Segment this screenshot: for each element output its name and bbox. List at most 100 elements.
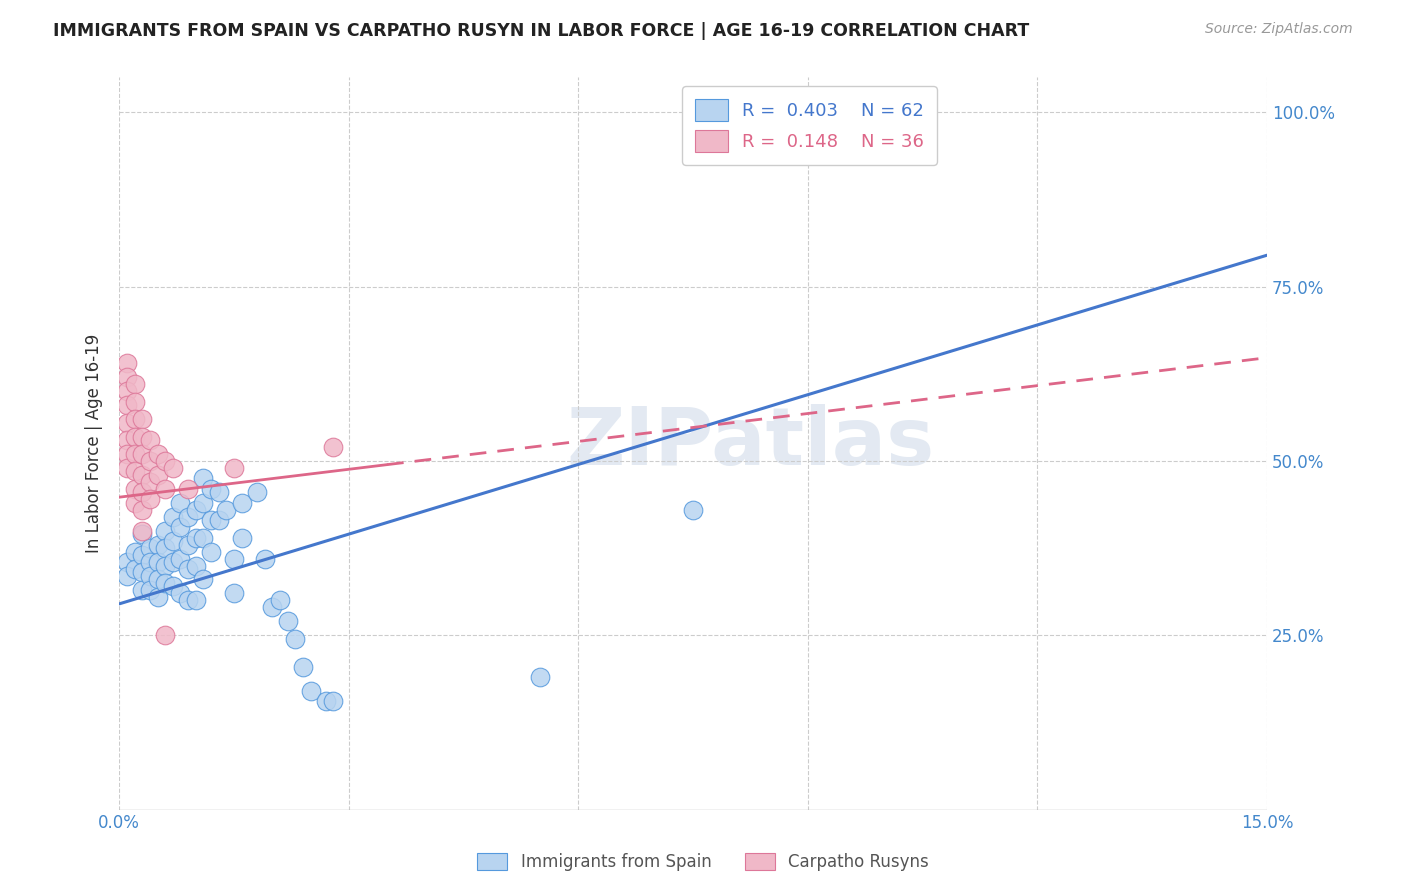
Point bbox=[153, 558, 176, 573]
Point bbox=[139, 569, 162, 583]
Point bbox=[529, 670, 551, 684]
Point bbox=[291, 659, 314, 673]
Point bbox=[208, 513, 231, 527]
Point bbox=[682, 502, 704, 516]
Point bbox=[153, 482, 176, 496]
Point bbox=[115, 384, 138, 399]
Text: Source: ZipAtlas.com: Source: ZipAtlas.com bbox=[1205, 22, 1353, 37]
Point bbox=[200, 482, 222, 496]
Point bbox=[124, 447, 146, 461]
Legend: Immigrants from Spain, Carpatho Rusyns: Immigrants from Spain, Carpatho Rusyns bbox=[470, 845, 936, 880]
Point bbox=[153, 524, 176, 538]
Point bbox=[177, 593, 200, 607]
Point bbox=[115, 370, 138, 384]
Point bbox=[184, 558, 207, 573]
Point bbox=[131, 527, 153, 541]
Point bbox=[115, 356, 138, 370]
Point bbox=[322, 694, 344, 708]
Point bbox=[169, 586, 191, 600]
Point bbox=[139, 475, 162, 489]
Point bbox=[124, 482, 146, 496]
Point bbox=[222, 586, 245, 600]
Point bbox=[115, 416, 138, 430]
Point bbox=[146, 467, 169, 482]
Point bbox=[131, 485, 153, 500]
Point bbox=[177, 509, 200, 524]
Point bbox=[115, 398, 138, 412]
Point bbox=[222, 461, 245, 475]
Point bbox=[146, 590, 169, 604]
Point bbox=[139, 492, 162, 507]
Point bbox=[262, 600, 284, 615]
Point bbox=[193, 496, 215, 510]
Point bbox=[162, 461, 184, 475]
Point bbox=[193, 471, 215, 485]
Point bbox=[215, 502, 238, 516]
Point bbox=[115, 447, 138, 461]
Point bbox=[162, 579, 184, 593]
Point bbox=[269, 593, 291, 607]
Point bbox=[146, 538, 169, 552]
Point bbox=[184, 593, 207, 607]
Point bbox=[222, 551, 245, 566]
Point bbox=[184, 502, 207, 516]
Point bbox=[124, 394, 146, 409]
Point bbox=[153, 541, 176, 555]
Legend: R =  0.403    N = 62, R =  0.148    N = 36: R = 0.403 N = 62, R = 0.148 N = 36 bbox=[682, 87, 936, 165]
Point bbox=[153, 454, 176, 468]
Point bbox=[124, 544, 146, 558]
Text: ZIPatlas: ZIPatlas bbox=[567, 404, 935, 483]
Point bbox=[131, 429, 153, 443]
Point bbox=[131, 502, 153, 516]
Point bbox=[115, 433, 138, 447]
Point bbox=[200, 544, 222, 558]
Point bbox=[162, 509, 184, 524]
Point bbox=[124, 412, 146, 426]
Point bbox=[131, 566, 153, 580]
Point bbox=[277, 615, 299, 629]
Point bbox=[184, 531, 207, 545]
Point bbox=[177, 482, 200, 496]
Point bbox=[115, 555, 138, 569]
Point bbox=[131, 447, 153, 461]
Point bbox=[146, 447, 169, 461]
Point bbox=[231, 496, 253, 510]
Point bbox=[231, 531, 253, 545]
Y-axis label: In Labor Force | Age 16-19: In Labor Force | Age 16-19 bbox=[86, 334, 103, 553]
Point bbox=[124, 377, 146, 392]
Point bbox=[246, 485, 269, 500]
Point bbox=[169, 520, 191, 534]
Point bbox=[115, 461, 138, 475]
Point bbox=[131, 524, 153, 538]
Point bbox=[208, 485, 231, 500]
Point bbox=[139, 454, 162, 468]
Point bbox=[253, 551, 276, 566]
Point bbox=[124, 562, 146, 576]
Point bbox=[299, 684, 322, 698]
Point bbox=[139, 433, 162, 447]
Point bbox=[193, 531, 215, 545]
Point bbox=[146, 555, 169, 569]
Point bbox=[153, 576, 176, 591]
Point bbox=[131, 548, 153, 562]
Text: IMMIGRANTS FROM SPAIN VS CARPATHO RUSYN IN LABOR FORCE | AGE 16-19 CORRELATION C: IMMIGRANTS FROM SPAIN VS CARPATHO RUSYN … bbox=[53, 22, 1029, 40]
Point bbox=[115, 569, 138, 583]
Point bbox=[139, 541, 162, 555]
Point bbox=[193, 573, 215, 587]
Point bbox=[146, 573, 169, 587]
Point bbox=[284, 632, 307, 646]
Point bbox=[131, 582, 153, 597]
Point bbox=[131, 467, 153, 482]
Point bbox=[139, 582, 162, 597]
Point bbox=[177, 562, 200, 576]
Point bbox=[124, 429, 146, 443]
Point bbox=[315, 694, 337, 708]
Point bbox=[169, 551, 191, 566]
Point bbox=[153, 628, 176, 642]
Point bbox=[322, 440, 344, 454]
Point bbox=[139, 555, 162, 569]
Point bbox=[177, 538, 200, 552]
Point bbox=[124, 496, 146, 510]
Point bbox=[200, 513, 222, 527]
Point bbox=[124, 464, 146, 478]
